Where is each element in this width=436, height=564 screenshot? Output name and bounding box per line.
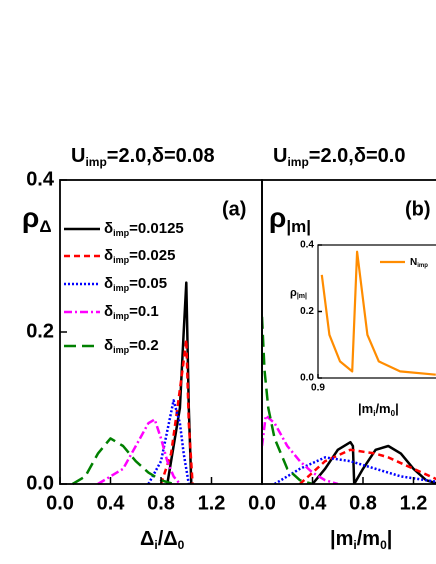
- series-line: [311, 440, 436, 484]
- x-tick-label: 0.4: [299, 492, 328, 514]
- subscript: imp: [85, 155, 106, 169]
- x-tick-label: 1.2: [400, 492, 428, 514]
- x-tick-label: 0.0: [248, 492, 276, 514]
- subscript: imp: [113, 228, 130, 238]
- subscript: |m|: [297, 293, 307, 300]
- x-axis-label: |mi/m0|: [330, 528, 392, 552]
- text-part: ρ: [22, 202, 39, 233]
- text-part: =0.1: [129, 303, 159, 320]
- text-part: =2.0,δ=0.08: [107, 145, 215, 167]
- y-axis-label: ρ|m|: [269, 202, 311, 236]
- y-axis-label: ρΔ: [22, 202, 52, 236]
- text-part: |: [387, 528, 393, 550]
- y-tick-label: 0.4: [300, 240, 314, 251]
- legend-label: δimp=0.1: [104, 303, 159, 321]
- panel-label: (a): [222, 198, 246, 220]
- x-tick-label: 0.8: [349, 492, 377, 514]
- text-part: =0.2: [129, 337, 159, 354]
- x-tick-label: 0.4: [97, 492, 126, 514]
- text-part: δ: [104, 337, 113, 354]
- subscript: imp: [113, 345, 130, 355]
- x-tick-label: 0.9: [311, 383, 325, 394]
- y-tick-label: 0.0: [26, 472, 54, 494]
- series-line: [320, 250, 436, 376]
- text-part: U: [273, 145, 287, 167]
- legend-label: δimp=0.05: [104, 275, 167, 293]
- subscript: 0: [178, 538, 185, 552]
- text-part: =2.0,δ=0.0: [309, 145, 406, 167]
- series-line: [273, 456, 436, 484]
- inset-y-label: ρ|m|: [290, 287, 307, 300]
- text-part: δ: [104, 247, 113, 264]
- subscript: 0: [391, 409, 396, 418]
- series-line: [299, 448, 436, 484]
- subscript: imp: [113, 283, 130, 293]
- subscript: imp: [113, 255, 130, 265]
- subscript: 0: [380, 538, 387, 552]
- panel-title: Uimp=2.0,δ=0.0: [273, 145, 405, 169]
- x-tick-label: 0.0: [46, 492, 74, 514]
- panel-title: Uimp=2.0,δ=0.08: [71, 145, 215, 169]
- legend-label: δimp=0.025: [104, 247, 175, 265]
- panel-label: (b): [405, 198, 431, 220]
- subscript: imp: [113, 311, 130, 321]
- text-part: |m: [330, 528, 353, 550]
- text-part: /m: [357, 528, 380, 550]
- x-axis-label: Δi/Δ0: [140, 528, 185, 552]
- text-part: |m: [358, 401, 373, 416]
- text-part: =0.0125: [129, 220, 184, 237]
- x-tick-label: 0.8: [147, 492, 175, 514]
- subscript: Δ: [39, 217, 51, 236]
- y-tick-label: 0.2: [300, 306, 314, 317]
- text-part: U: [71, 145, 85, 167]
- text-part: /m: [375, 401, 390, 416]
- subscript: |m|: [286, 217, 311, 236]
- text-part: =0.05: [129, 275, 167, 292]
- subscript: i: [373, 409, 375, 418]
- legend-label: δimp=0.0125: [104, 220, 184, 238]
- legend-label: Nimp: [410, 257, 428, 269]
- series-line: [262, 316, 313, 484]
- text-part: δ: [104, 303, 113, 320]
- subscript: imp: [287, 155, 308, 169]
- series-line: [262, 414, 339, 484]
- series-line: [71, 437, 174, 486]
- inset-x-label: |mi/m0|: [358, 401, 399, 418]
- series-line: [159, 338, 194, 485]
- text-part: |: [395, 401, 399, 416]
- x-tick-label: 1.2: [198, 492, 226, 514]
- text-part: ρ: [269, 202, 286, 233]
- text-part: /Δ: [158, 528, 178, 550]
- series-line: [97, 418, 181, 486]
- text-part: δ: [104, 275, 113, 292]
- subscript: imp: [417, 263, 428, 269]
- text-part: =0.025: [129, 247, 175, 264]
- subscript: i: [353, 538, 356, 552]
- y-tick-label: 0.4: [26, 168, 55, 190]
- text-part: δ: [104, 220, 113, 237]
- series-line: [147, 399, 191, 485]
- subscript: i: [154, 538, 157, 552]
- legend-label: δimp=0.2: [104, 337, 159, 355]
- text-part: N: [410, 257, 417, 268]
- text-part: ρ: [290, 287, 297, 299]
- y-tick-label: 0.2: [26, 320, 54, 342]
- y-tick-label: 0.0: [300, 373, 314, 384]
- text-part: Δ: [140, 528, 154, 550]
